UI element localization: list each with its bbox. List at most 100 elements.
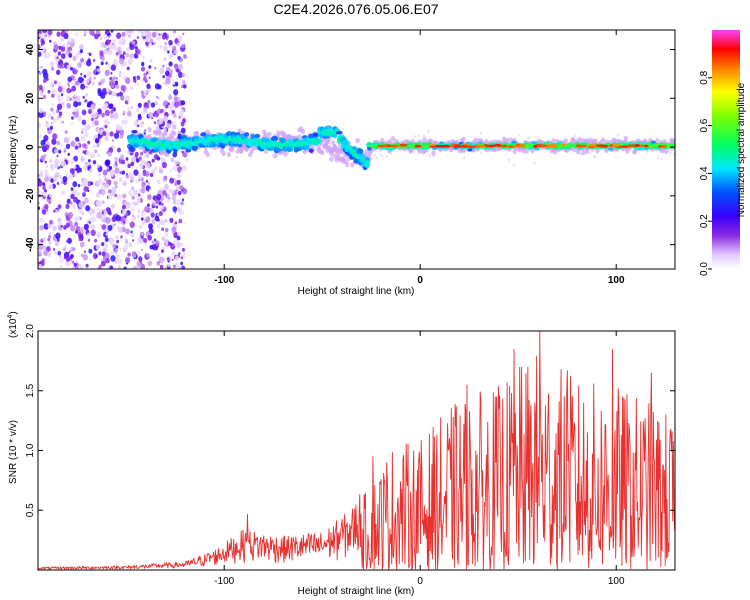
- spectrogram-cell: [148, 42, 152, 48]
- spectrogram-cell: [128, 190, 133, 197]
- spectrogram-cell: [110, 251, 114, 256]
- spectrogram-cell: [72, 204, 77, 209]
- spectrogram-cell: [96, 111, 99, 115]
- spectrogram-cell: [157, 252, 161, 258]
- spectrogram-cell: [83, 178, 89, 186]
- spectrogram-cell: [115, 52, 119, 56]
- spectrogram-cell: [155, 240, 160, 247]
- spectrogram-cell: [55, 232, 61, 240]
- spectrogram-cell: [82, 78, 85, 82]
- spectrogram-cell: [43, 72, 49, 80]
- spectrogram-cell: [173, 160, 179, 166]
- y-tick-label: 0.5: [25, 503, 36, 517]
- spectrogram-cell: [493, 143, 502, 147]
- spectrogram-cell: [132, 239, 135, 242]
- spectrogram-cell: [162, 64, 165, 68]
- spectrogram-cell: [136, 75, 141, 81]
- spectrogram-cell: [165, 227, 169, 233]
- spectrogram-cell: [124, 241, 129, 247]
- spectrogram-cell: [57, 81, 62, 87]
- spectrogram-cell: [115, 84, 120, 89]
- spectrogram-cell: [132, 214, 135, 218]
- spectrogram-cell: [144, 129, 147, 132]
- spectrogram-cell: [385, 154, 389, 158]
- spectrogram-cell: [138, 178, 141, 182]
- spectrogram-cell: [137, 83, 140, 86]
- spectrogram-cell: [168, 242, 172, 246]
- spectrogram-cell: [65, 203, 70, 210]
- spectrogram-cell: [133, 201, 138, 207]
- spectrogram-cell: [60, 96, 64, 100]
- spectrogram-cell: [90, 229, 96, 237]
- spectrogram-cell: [93, 76, 97, 80]
- spectrogram-cell: [177, 231, 181, 237]
- spectrogram-cell: [300, 128, 306, 135]
- spectrogram-cell: [38, 43, 41, 51]
- spectrogram-cell: [55, 115, 60, 121]
- spectrogram-cell: [50, 116, 54, 120]
- spectrogram-cell: [44, 176, 49, 183]
- spectrogram-cell: [672, 144, 675, 148]
- spectrogram-cell: [122, 51, 126, 55]
- spectrogram-cell: [48, 200, 51, 205]
- spectrogram-cell: [180, 100, 186, 106]
- spectrogram-cell: [168, 188, 173, 194]
- spectrogram-cell: [60, 160, 67, 168]
- spectrogram-cell: [177, 207, 181, 211]
- spectrogram-cell: [86, 70, 92, 78]
- spectrogram-cell: [111, 44, 117, 51]
- spectrogram-cell: [49, 163, 54, 169]
- spectrogram-cell: [180, 242, 184, 247]
- spectrogram-cell: [164, 70, 170, 77]
- spectrogram-cell: [433, 144, 443, 148]
- spectrogram-cell: [117, 194, 122, 200]
- spectrogram-cell: [49, 184, 54, 190]
- spectrogram-cell: [517, 144, 526, 147]
- spectrogram-cell: [147, 194, 152, 200]
- spectrogram-cell: [573, 134, 577, 138]
- spectrogram-cell: [45, 121, 48, 124]
- spectrogram-cell: [125, 157, 129, 161]
- spectrogram-cell: [660, 144, 667, 148]
- spectrogram-cell: [172, 124, 177, 130]
- spectrogram-cell: [166, 37, 169, 41]
- spectrogram-cell: [172, 130, 177, 136]
- spectrogram-cell: [124, 77, 131, 85]
- spectrogram-cell: [254, 133, 261, 139]
- spectrogram-cell: [118, 220, 122, 225]
- spectrogram-cell: [135, 166, 138, 169]
- x-tick-label: 100: [608, 576, 625, 587]
- spectrogram-cell: [81, 109, 87, 116]
- spectrogram-cell: [67, 152, 71, 156]
- y-tick-label: -40: [25, 237, 36, 252]
- spectrogram-cell: [95, 199, 102, 207]
- spectrogram-cell: [134, 151, 139, 157]
- spectrogram-cell: [104, 252, 110, 259]
- spectrogram-cell: [130, 85, 134, 91]
- spectrogram-cell: [65, 50, 70, 55]
- spectrogram-cell: [524, 148, 530, 154]
- spectrogram-cell: [335, 130, 343, 135]
- spectrogram-cell: [355, 137, 360, 144]
- spectrogram-cell: [103, 175, 106, 178]
- spectrogram-cell: [110, 72, 113, 75]
- spectrogram-cell: [174, 221, 178, 225]
- spectrogram-cell: [118, 73, 122, 77]
- spectrogram-cell: [49, 125, 53, 130]
- spectrogram-cell: [181, 84, 184, 89]
- spectrogram-cell: [115, 124, 121, 131]
- spectrogram-cell: [39, 173, 43, 177]
- spectrogram-cell: [140, 66, 146, 72]
- spectrogram-cell: [131, 201, 134, 205]
- spectrogram-cell: [109, 265, 114, 269]
- spectrogram-cell: [86, 124, 91, 130]
- spectrogram-cell: [42, 185, 46, 191]
- spectrogram-cell: [95, 244, 100, 250]
- spectrogram-cell: [126, 46, 131, 52]
- colorbar: 0.0 0.2 0.4 0.6 0.8 Normalized spectral ampl…: [699, 30, 747, 276]
- spectrogram-cell: [131, 186, 135, 191]
- spectrogram-cell: [104, 159, 110, 167]
- spectrogram-cell: [107, 194, 113, 200]
- spectrogram-cell: [312, 132, 319, 136]
- spectrogram-cell: [64, 245, 67, 249]
